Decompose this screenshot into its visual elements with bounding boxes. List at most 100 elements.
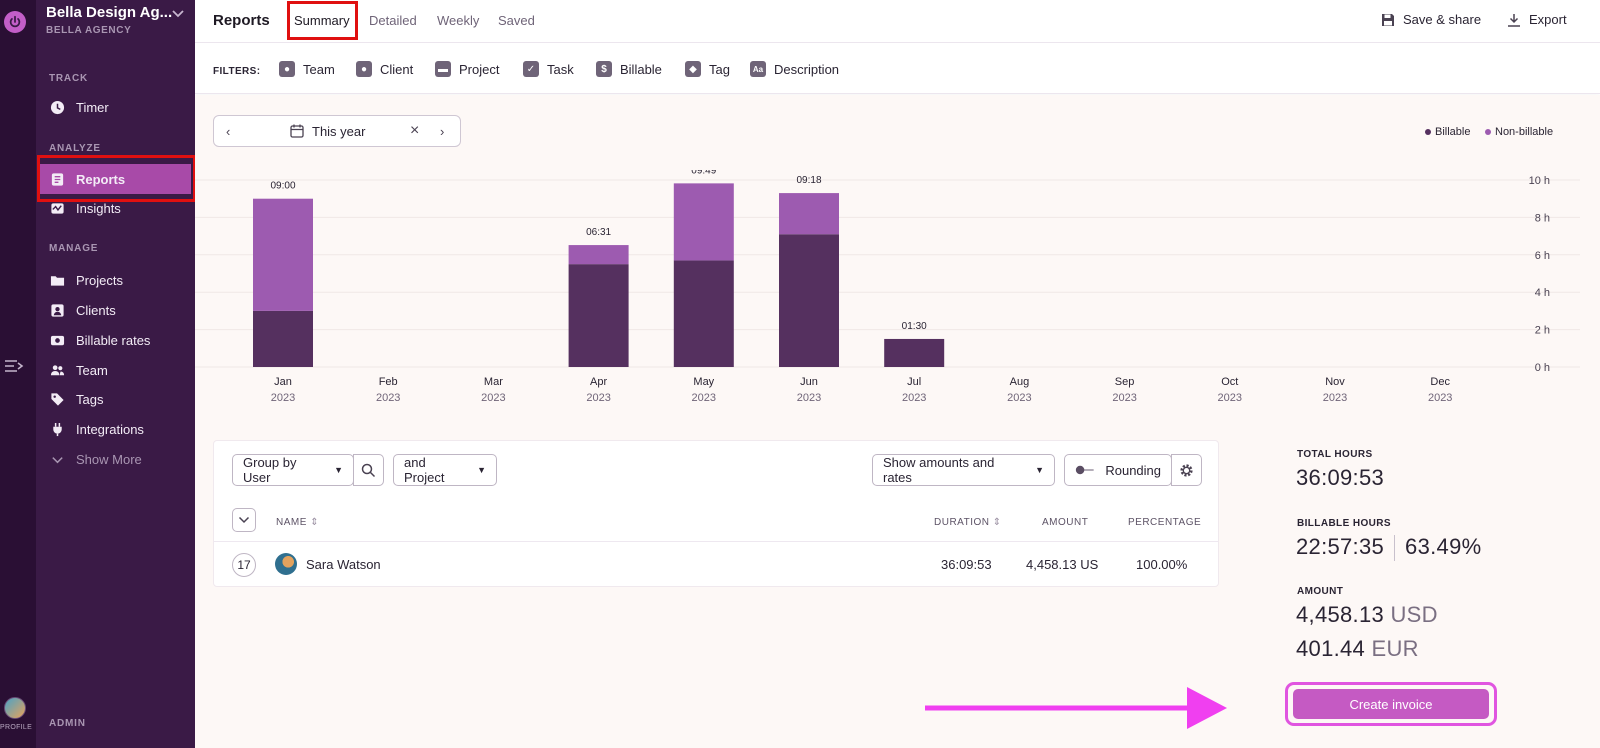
column-header-name[interactable]: NAME ⇕ — [276, 517, 320, 528]
y-tick-label: 8 h — [1535, 212, 1550, 224]
save-share-button[interactable]: Save & share — [1381, 12, 1481, 27]
sidebar-item-team[interactable]: Team — [40, 355, 191, 385]
page-title: Reports — [213, 12, 270, 29]
bar-billable — [884, 338, 945, 367]
app-rail: PROFILE — [0, 0, 36, 748]
x-tick-month: Mar — [484, 376, 503, 388]
sidebar-item-tags[interactable]: Tags — [40, 384, 191, 414]
settings-button[interactable] — [1171, 454, 1202, 486]
filters-label: FILTERS: — [213, 66, 261, 77]
column-header-percentage: PERCENTAGE — [1128, 517, 1202, 528]
bar-total-label: 09:00 — [270, 181, 295, 192]
tab-weekly[interactable]: Weekly — [437, 13, 480, 28]
sidebar-item-label: Show More — [76, 451, 142, 467]
tab-saved[interactable]: Saved — [498, 13, 535, 28]
plug-icon — [49, 421, 65, 437]
chevron-down-icon — [238, 516, 250, 524]
sidebar-item-timer[interactable]: Timer — [40, 92, 191, 122]
sidebar-item-reports[interactable]: Reports — [40, 164, 191, 194]
and-project-select[interactable]: and Project ▼ — [393, 454, 497, 486]
group-by-select[interactable]: Group by User ▼ — [232, 454, 354, 486]
section-manage: MANAGE — [49, 243, 99, 254]
total-hours-label: TOTAL HOURS — [1297, 449, 1373, 460]
tab-summary[interactable]: Summary — [294, 13, 350, 28]
sort-icon: ⇕ — [310, 517, 320, 528]
x-tick-year: 2023 — [271, 392, 295, 404]
x-tick-year: 2023 — [797, 392, 821, 404]
checkbox-icon: ✓ — [523, 61, 539, 77]
sidebar-item-integrations[interactable]: Integrations — [40, 414, 191, 444]
section-track: TRACK — [49, 73, 88, 84]
report-table: Group by User ▼ and Project ▼ Show amoun… — [213, 440, 1219, 587]
x-tick-month: Oct — [1221, 376, 1238, 388]
text-icon: Aa — [750, 61, 766, 77]
x-tick-year: 2023 — [481, 392, 505, 404]
rounding-toggle[interactable]: Rounding — [1064, 454, 1172, 486]
calendar-icon — [290, 124, 304, 141]
folder-icon: ▬ — [435, 61, 451, 77]
x-tick-month: Sep — [1115, 376, 1135, 388]
entry-count-badge[interactable]: 17 — [232, 553, 256, 577]
y-tick-label: 4 h — [1535, 287, 1550, 299]
sidebar-item-label: Tags — [76, 391, 104, 407]
sort-icon: ⇕ — [992, 517, 1002, 528]
bar-non-billable — [568, 245, 629, 265]
close-icon[interactable]: × — [410, 122, 420, 139]
amount-usd: 4,458.13 USD — [1296, 602, 1438, 627]
save-icon — [1382, 13, 1394, 26]
amount-label: AMOUNT — [1297, 586, 1344, 597]
x-tick-year: 2023 — [692, 392, 716, 404]
section-analyze: ANALYZE — [49, 143, 101, 154]
date-range-picker[interactable]: ‹ This year × › — [213, 115, 461, 147]
x-tick-month: Aug — [1010, 376, 1030, 388]
sidebar-show-more[interactable]: Show More — [40, 444, 191, 474]
create-invoice-button[interactable]: Create invoice — [1293, 689, 1489, 719]
profile-avatar[interactable] — [4, 697, 26, 719]
bar-billable — [253, 310, 313, 367]
filter-team[interactable]: ● Team — [279, 61, 335, 77]
hours-bar-chart: 0 h 2 h 4 h 6 h 8 h 10 h 09:00 Jan 2023 Feb 2023 Ma… — [195, 170, 1580, 404]
x-tick-month: Jun — [800, 376, 818, 388]
avatar — [275, 553, 297, 575]
power-icon[interactable] — [4, 11, 26, 33]
search-button[interactable] — [353, 454, 384, 486]
chevron-down-icon: ▼ — [334, 465, 343, 475]
workspace-name[interactable]: Bella Design Ag... — [46, 4, 173, 21]
export-button[interactable]: Export — [1507, 12, 1567, 27]
expand-all-button[interactable] — [232, 508, 256, 532]
filter-client[interactable]: ● Client — [356, 61, 413, 77]
expand-menu-icon[interactable] — [4, 359, 24, 378]
filter-project[interactable]: ▬ Project — [435, 61, 499, 77]
chevron-right-icon[interactable]: › — [440, 124, 445, 139]
filter-description[interactable]: Aa Description — [750, 61, 839, 77]
chevron-left-icon[interactable]: ‹ — [226, 124, 231, 139]
bar-non-billable — [673, 183, 734, 261]
y-tick-label: 10 h — [1529, 175, 1550, 187]
clock-icon — [49, 99, 65, 115]
x-tick-year: 2023 — [376, 392, 400, 404]
amount-eur: 401.44 EUR — [1296, 636, 1419, 661]
filter-billable[interactable]: $ Billable — [596, 61, 662, 77]
sidebar: Bella Design Ag... BELLA AGENCY TRACK Ti… — [36, 0, 195, 748]
sidebar-item-projects[interactable]: Projects — [40, 265, 191, 295]
sidebar-item-clients[interactable]: Clients — [40, 295, 191, 325]
search-icon — [361, 463, 376, 477]
row-percentage: 100.00% — [1136, 557, 1188, 572]
rates-icon — [49, 332, 65, 348]
sidebar-item-insights[interactable]: Insights — [40, 193, 191, 223]
sidebar-item-label: Insights — [76, 200, 121, 216]
show-amounts-select[interactable]: Show amounts and rates ▼ — [872, 454, 1055, 486]
table-row[interactable]: 17 Sara Watson 36:09:53 4,458.13 US 100.… — [214, 541, 1218, 587]
workspace-subtitle: BELLA AGENCY — [46, 25, 132, 36]
chevron-down-icon[interactable] — [171, 6, 185, 24]
section-admin: ADMIN — [49, 718, 86, 729]
highlight-box-invoice: Create invoice — [1285, 682, 1497, 726]
chevron-down-icon: ▼ — [1035, 465, 1044, 475]
filter-tag[interactable]: ◆ Tag — [685, 61, 730, 77]
toggle-icon — [1075, 465, 1094, 475]
tab-detailed[interactable]: Detailed — [369, 13, 417, 28]
column-header-duration[interactable]: DURATION ⇕ — [934, 517, 1002, 528]
x-tick-month: Feb — [379, 376, 398, 388]
sidebar-item-billable-rates[interactable]: Billable rates — [40, 325, 191, 355]
filter-task[interactable]: ✓ Task — [523, 61, 574, 77]
